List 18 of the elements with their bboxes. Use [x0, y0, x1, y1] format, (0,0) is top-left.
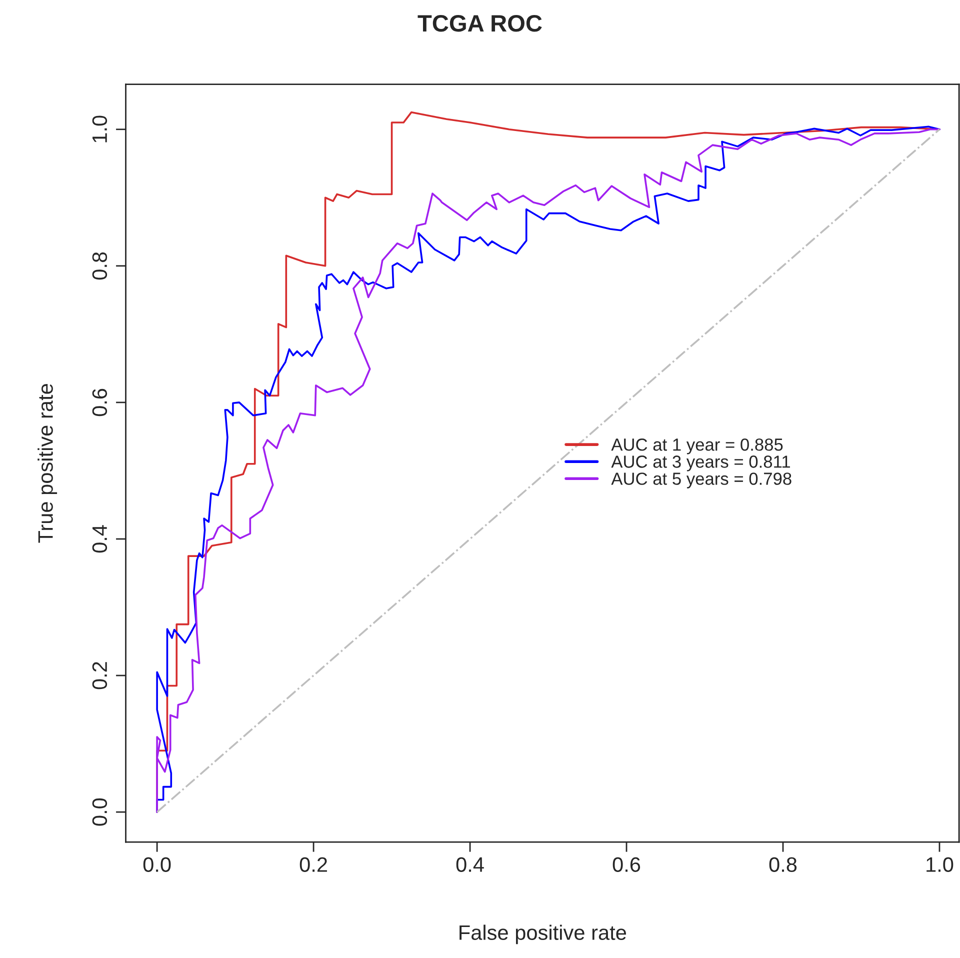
x-tick-label: 0.8 [769, 857, 797, 872]
y-tick-label: 0.2 [92, 662, 108, 690]
x-tick-label: 1.0 [926, 857, 954, 872]
x-axis-title: False positive rate [460, 924, 626, 944]
x-tick-label: 0.2 [300, 857, 327, 872]
x-tick-label: 0.6 [612, 857, 640, 872]
x-tick-label: 0.0 [143, 857, 171, 872]
chart-title: TCGA ROC [418, 14, 542, 32]
y-tick-label: 1.0 [92, 116, 108, 142]
y-tick-label: 0.8 [92, 252, 108, 280]
y-tick-label: 0.4 [92, 525, 108, 553]
y-tick-label: 0.0 [92, 798, 108, 826]
y-tick-label: 0.6 [92, 388, 108, 416]
x-tick-label: 0.4 [456, 857, 484, 872]
legend-label: AUC at 3 years = 0.811 [611, 456, 790, 472]
y-axis-title: True positive rate [38, 384, 58, 543]
legend-label: AUC at 1 year = 0.885 [611, 438, 783, 454]
legend-label: AUC at 5 years = 0.798 [611, 472, 792, 488]
